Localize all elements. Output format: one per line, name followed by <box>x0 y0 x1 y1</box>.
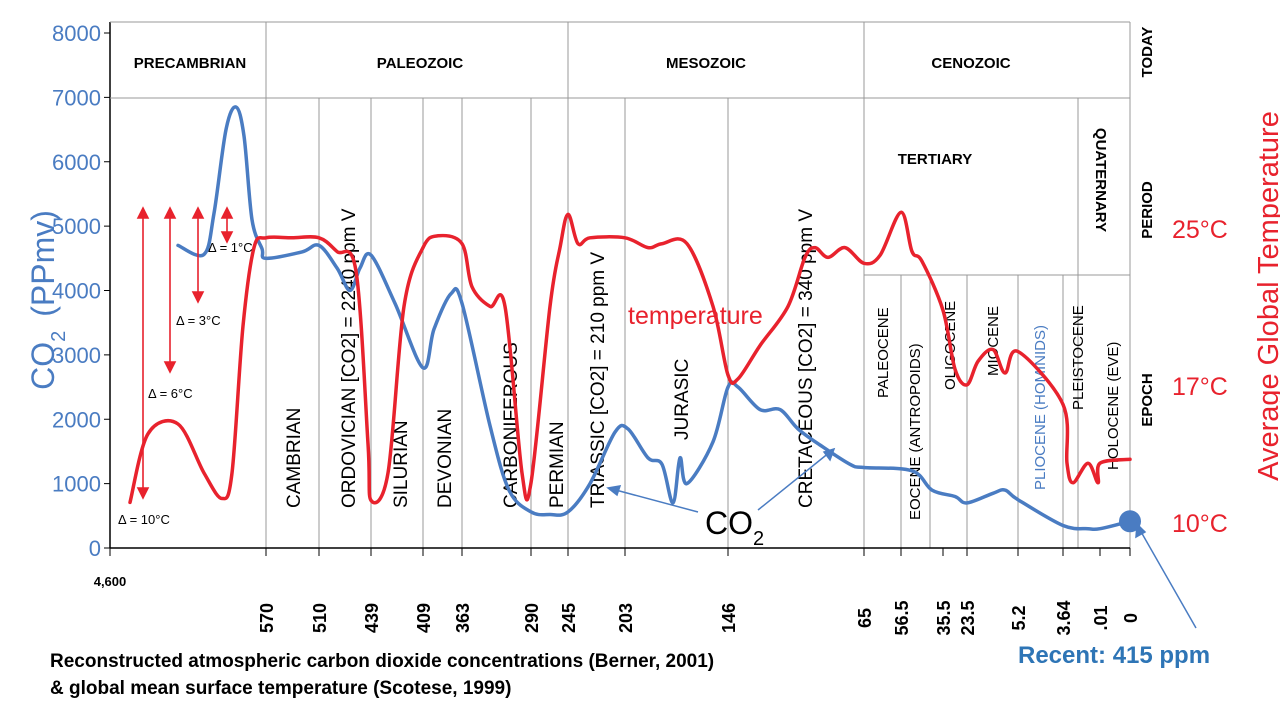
period-devonian: DEVONIAN <box>435 409 456 508</box>
caption-line-2: & global mean surface temperature (Scote… <box>50 678 512 699</box>
delta-arrow-6c <box>163 206 177 374</box>
x-tick-label: 65 <box>855 608 875 628</box>
era-cenozoic: CENOZOIC <box>931 55 1010 72</box>
y-left-tick-label: 6000 <box>52 150 101 175</box>
x-tick-label: 409 <box>414 603 434 633</box>
recent-co2-label: Recent: 415 ppm <box>1018 642 1211 669</box>
period-triassic: TRIASSIC [CO2] = 210 ppm V <box>588 252 609 508</box>
co2-pointer-triassic-head <box>606 485 622 497</box>
period-carboniferous: CARBONIFEROUS <box>501 342 522 508</box>
y-left-title-sub: 2 <box>48 331 70 342</box>
x-tick-label: 290 <box>522 603 542 633</box>
x-tick-label: 510 <box>310 603 330 633</box>
co2-pointer-cretaceous <box>757 451 831 511</box>
y-left-tick-label: 1000 <box>52 472 101 497</box>
y-left-tick-label: 8000 <box>52 21 101 46</box>
temperature-series-line <box>128 210 1132 505</box>
x-tick-label: 570 <box>257 603 277 633</box>
x-tick-label: 56.5 <box>892 600 912 635</box>
y-right-tick-label: 10°C <box>1172 510 1228 538</box>
co2-annotation-main: CO <box>705 505 753 541</box>
delta-arrow-10c <box>136 206 150 500</box>
epoch-label: EPOCH <box>1139 373 1156 426</box>
delta-labels: Δ = 1°C Δ = 3°C Δ = 6°C Δ = 10°C <box>118 240 253 527</box>
y-right-ticks: 10°C 17°C 25°C <box>1172 216 1228 538</box>
x-tick-label: 363 <box>453 603 473 633</box>
period-silurian: SILURIAN <box>391 420 412 508</box>
era-paleozoic: PALEOZOIC <box>377 55 464 72</box>
x-ticks: 4,600 570 510 439 409 363 290 245 203 146 65 56.5 35… <box>94 548 1141 636</box>
co2-annotation: CO2 <box>705 505 764 550</box>
recent-co2-point <box>1119 510 1141 533</box>
x-tick-label: .01 <box>1091 605 1111 630</box>
y-left-title: CO2 (PPmv) <box>25 210 70 390</box>
x-tick-label: 439 <box>362 603 382 633</box>
x-tick-label: 23.5 <box>958 600 978 635</box>
figure-caption: Reconstructed atmospheric carbon dioxide… <box>50 648 714 702</box>
delta-label-10c: Δ = 10°C <box>118 512 170 527</box>
epoch-holocene: HOLOCENE (EVE) <box>1105 342 1122 470</box>
epoch-labels: PALEOCENE EOCENE (ANTROPOIDS) OLIGOCENE … <box>875 301 1122 520</box>
co2-pointer-cretaceous-head <box>822 447 836 462</box>
recent-pointer-head <box>1135 522 1147 539</box>
x-tick-label: 146 <box>719 603 739 633</box>
y-left-tick-label: 5000 <box>52 214 101 239</box>
table-grid <box>110 21 1131 548</box>
period-jurasic: JURASIC <box>672 359 693 440</box>
delta-label-3c: Δ = 3°C <box>176 313 221 328</box>
epoch-pliocene: PLIOCENE (HOMINIDS) <box>1032 325 1049 490</box>
tertiary-label: TERTIARY <box>898 151 972 168</box>
y-left-tick-label: 7000 <box>52 85 101 110</box>
temperature-annotation: temperature <box>628 302 763 330</box>
x-tick-label: 35.5 <box>934 600 954 635</box>
period-permian: PERMIAN <box>547 421 568 508</box>
series-layer <box>128 105 1141 533</box>
epoch-paleocene: PALEOCENE <box>875 307 892 398</box>
delta-arrow-3c <box>191 206 205 304</box>
x-tick-label: 0 <box>1121 613 1141 623</box>
caption-line-1: Reconstructed atmospheric carbon dioxide… <box>50 651 715 672</box>
quaternary-label: QUATERNARY <box>1092 128 1109 232</box>
x-tick-label: 5.2 <box>1009 605 1029 630</box>
x-tick-label: 203 <box>616 603 636 633</box>
co2-annotation-sub: 2 <box>753 528 764 550</box>
x-tick-label: 245 <box>559 603 579 633</box>
y-left-title-unit: (PPmv) <box>25 210 61 317</box>
y-left-ticks: 0 1000 2000 3000 4000 5000 6000 7000 8000 <box>52 21 110 561</box>
co2-series-line <box>176 105 1132 532</box>
era-labels: PRECAMBRIAN PALEOZOIC MESOZOIC CENOZOIC … <box>134 27 1156 427</box>
period-label: PERIOD <box>1139 181 1156 239</box>
delta-arrow-1c <box>220 206 234 244</box>
recent-pointer <box>1139 529 1197 629</box>
period-cambrian: CAMBRIAN <box>284 408 305 508</box>
delta-label-1c: Δ = 1°C <box>208 240 253 255</box>
y-left-tick-label: 2000 <box>52 407 101 432</box>
y-right-title: Average Global Temperature <box>1253 111 1280 481</box>
y-left-tick-label: 3000 <box>52 343 101 368</box>
y-left-title-main: CO <box>25 342 61 390</box>
today-label: TODAY <box>1139 27 1156 78</box>
y-left-tick-label: 0 <box>89 536 101 561</box>
delta-label-6c: Δ = 6°C <box>148 386 193 401</box>
co2-pointer-triassic <box>611 488 699 513</box>
y-left-tick-label: 4000 <box>52 279 101 304</box>
co2-pointers <box>606 447 1197 629</box>
era-precambrian: PRECAMBRIAN <box>134 55 247 72</box>
y-right-tick-label: 25°C <box>1172 216 1228 244</box>
y-right-tick-label: 17°C <box>1172 373 1228 401</box>
x-tick-label: 3.64 <box>1054 600 1074 635</box>
era-mesozoic: MESOZOIC <box>666 55 746 72</box>
x-tick-label: 4,600 <box>94 574 127 589</box>
delta-arrows <box>136 206 234 500</box>
epoch-eocene: EOCENE (ANTROPOIDS) <box>907 343 924 520</box>
epoch-pleistocene: PLEISTOCENE <box>1070 305 1087 410</box>
